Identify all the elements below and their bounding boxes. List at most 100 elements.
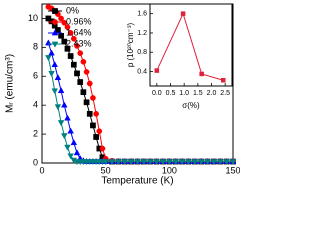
- y-axis-label: p (10²⁰cm⁻³): [126, 23, 135, 68]
- marker: [166, 159, 173, 166]
- marker: [61, 101, 68, 108]
- marker: [102, 159, 109, 166]
- x-tick-label: 100: [162, 165, 177, 175]
- x-tick-label: 150: [225, 165, 240, 175]
- marker: [99, 145, 106, 152]
- marker: [51, 29, 59, 36]
- marker: [51, 41, 59, 48]
- marker: [115, 159, 122, 166]
- marker: [52, 19, 58, 25]
- marker: [93, 134, 99, 140]
- marker: [154, 68, 160, 73]
- marker: [83, 99, 90, 106]
- marker: [172, 159, 179, 166]
- marker: [134, 159, 141, 166]
- marker: [77, 50, 84, 56]
- y-tick-label: 0.8: [137, 49, 147, 56]
- marker: [127, 159, 135, 166]
- marker: [210, 159, 218, 166]
- x-tick-label: 2.5: [220, 90, 230, 97]
- y-tick-label: 2: [33, 128, 38, 138]
- marker: [45, 15, 52, 22]
- x-tick-label: 0.5: [166, 90, 176, 97]
- marker: [67, 30, 74, 36]
- marker: [74, 70, 80, 77]
- y-tick-label: 4: [33, 100, 38, 110]
- marker: [58, 32, 64, 39]
- marker: [64, 144, 71, 151]
- marker: [64, 114, 71, 121]
- marker: [199, 71, 204, 77]
- y-tick-label: 0.4: [137, 68, 147, 75]
- marker: [77, 79, 84, 85]
- marker: [70, 35, 77, 42]
- marker: [61, 133, 68, 140]
- marker: [61, 19, 68, 26]
- marker: [216, 159, 224, 166]
- marker: [197, 159, 205, 166]
- legend-label: 2.43%: [66, 38, 92, 48]
- marker: [80, 58, 87, 65]
- y-tick-label: 1.2: [137, 30, 147, 37]
- x-axis-label: σ(%): [182, 101, 200, 110]
- marker: [178, 159, 186, 166]
- marker: [153, 159, 160, 166]
- marker: [67, 127, 74, 134]
- legend-label: 0.96%: [66, 16, 92, 26]
- marker: [96, 128, 103, 135]
- x-tick-label: 0.0: [152, 90, 162, 97]
- marker: [204, 159, 211, 166]
- marker: [191, 159, 199, 166]
- x-tick-label: 50: [101, 165, 111, 175]
- y-axis-label: Mᵣ (emu/cm³): [5, 54, 16, 113]
- marker: [80, 89, 87, 96]
- chart: 0 50 100 150 0 2 4 6 8 10 Temperature (K) Mᵣ (emu/c…: [5, 3, 240, 187]
- marker: [45, 55, 52, 62]
- y-tick-label: 10: [28, 13, 38, 23]
- marker: [185, 159, 192, 166]
- marker: [180, 11, 186, 16]
- marker: [74, 43, 80, 49]
- marker: [83, 69, 90, 75]
- marker: [146, 159, 154, 166]
- marker: [86, 111, 93, 117]
- inset-chart: 0.0 0.5 1.0 1.5 2.0 2.5 0.4 0.8 1.2 1.6 σ(%) p (10²…: [126, 3, 233, 110]
- series-line: [156, 12, 224, 81]
- marker: [57, 87, 65, 94]
- legend-label: 0%: [66, 5, 79, 15]
- y-tick-label: 0: [33, 157, 38, 167]
- x-tick-label: 1.0: [179, 90, 189, 97]
- marker: [86, 80, 93, 87]
- marker: [108, 159, 116, 166]
- x-axis-label: Temperature (K): [101, 176, 173, 187]
- marker: [70, 61, 77, 68]
- y-tick-label: 6: [33, 71, 38, 81]
- marker: [67, 53, 74, 59]
- marker: [51, 61, 59, 68]
- marker: [52, 8, 58, 14]
- y-tick-label: 8: [33, 42, 38, 52]
- marker: [64, 24, 71, 30]
- marker: [223, 159, 230, 166]
- marker: [61, 38, 68, 45]
- marker: [221, 77, 226, 83]
- marker: [51, 88, 59, 95]
- marker: [57, 120, 65, 127]
- marker: [64, 45, 71, 52]
- marker: [229, 159, 237, 166]
- marker: [140, 159, 148, 166]
- x-tick-label: 2.0: [207, 90, 217, 97]
- marker: [121, 159, 129, 166]
- legend-label: 1.64%: [66, 27, 92, 37]
- marker: [90, 122, 96, 129]
- marker: [48, 71, 55, 78]
- y-tick-label: 1.6: [137, 10, 147, 17]
- marker: [54, 74, 62, 81]
- marker: [93, 111, 99, 117]
- marker: [58, 15, 64, 22]
- plot-frame: [149, 3, 233, 87]
- marker: [67, 153, 74, 160]
- marker: [70, 139, 78, 146]
- x-tick-label: 0: [39, 165, 44, 175]
- x-tick-label: 1.5: [193, 90, 203, 97]
